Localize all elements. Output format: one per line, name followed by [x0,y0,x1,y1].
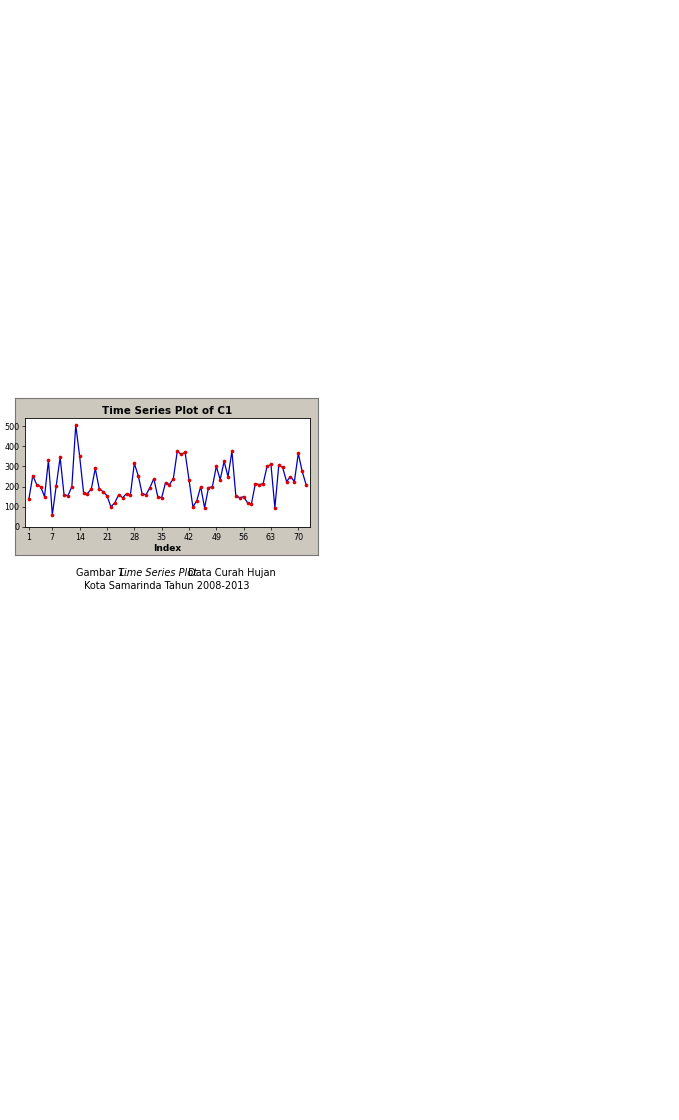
Point [183,470,194,488]
Point [129,455,140,473]
Point [121,485,132,503]
Point [35,477,46,495]
Point [289,473,300,491]
Point [274,457,285,475]
Point [187,498,198,516]
Point [39,488,50,506]
Y-axis label: C1: C1 [0,467,1,478]
Point [94,479,105,497]
Point [145,478,155,496]
Point [141,486,151,504]
Point [117,488,128,506]
Point [47,506,58,524]
Point [234,488,245,506]
Point [211,457,222,475]
Point [82,485,93,503]
Point [160,474,171,492]
Point [90,459,100,477]
Point [27,467,38,485]
Point [227,442,238,460]
Point [180,444,191,461]
Point [62,487,73,505]
Point [246,495,257,513]
Point [297,463,308,480]
Point [223,467,234,485]
Point [207,477,218,495]
Point [24,489,35,507]
Point [152,488,163,506]
Point [176,446,187,464]
Point [277,458,288,476]
Point [113,486,124,504]
X-axis label: Index: Index [153,544,181,553]
Point [55,448,66,466]
Title: Time Series Plot of C1: Time Series Plot of C1 [103,405,233,416]
Point [261,457,272,475]
Point [215,470,225,488]
Text: Time Series Plot: Time Series Plot [118,569,198,578]
Text: Data Curah Hujan: Data Curah Hujan [185,569,276,578]
Point [74,447,85,465]
Text: Gambar 1.: Gambar 1. [76,569,131,578]
Point [258,475,269,493]
Point [242,494,253,512]
Point [164,476,175,494]
Point [219,452,230,470]
Point [102,487,113,505]
Point [270,498,280,516]
Point [105,498,116,516]
Point [109,494,120,512]
Text: Kota Samarinda Tahun 2008-2013: Kota Samarinda Tahun 2008-2013 [84,581,249,590]
Point [86,479,97,497]
Point [168,469,179,487]
Point [285,467,296,485]
Point [203,478,214,496]
Point [133,467,144,485]
Point [191,492,202,510]
Point [31,476,42,494]
Point [281,473,292,491]
Point [265,456,276,474]
Point [293,445,304,463]
Point [125,486,136,504]
Point [196,477,206,495]
Point [51,477,62,495]
Point [78,484,89,502]
Point [250,475,261,493]
Point [238,488,249,506]
Point [156,488,167,506]
Point [254,476,265,494]
Point [230,487,241,505]
Point [98,483,109,501]
Point [71,417,81,435]
Point [199,498,210,516]
Point [58,486,69,504]
Point [136,485,147,503]
Point [43,451,54,469]
Point [149,469,160,487]
Point [301,476,312,494]
Point [172,442,183,460]
Point [67,477,77,495]
